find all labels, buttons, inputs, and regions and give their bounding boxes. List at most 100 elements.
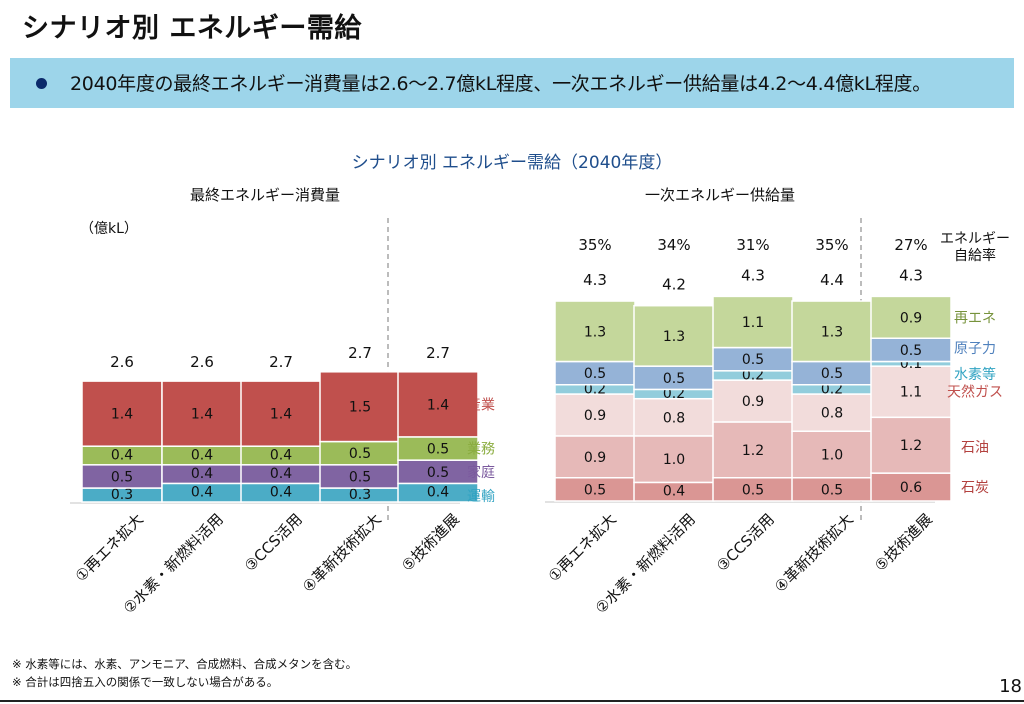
bar-segment-産業 (319, 371, 401, 443)
bar-value-label: 0.9 (742, 394, 764, 410)
bar-segment-産業 (81, 380, 163, 447)
category-label: ④革新技術拡大 (771, 510, 857, 596)
legend-label-運輸: 運輸 (467, 489, 495, 505)
bar-value-label: 0.5 (663, 371, 685, 387)
summary-banner: 2040年度の最終エネルギー消費量は2.6～2.7億kL程度、一次エネルギー供給… (10, 58, 1014, 108)
bar-value-label: 0.3 (349, 487, 371, 503)
category-label: ①再エネ拡大 (545, 510, 620, 585)
bar-segment-天然ガス (870, 365, 952, 419)
self-sufficiency-label: 35% (578, 236, 611, 254)
legend-label-家庭: 家庭 (467, 464, 495, 481)
self-sufficiency-heading: エネルギー (940, 231, 1010, 247)
bar-value-label: 0.4 (270, 485, 292, 501)
bar-value-label: 1.2 (742, 443, 764, 459)
page-number: 18 (999, 676, 1022, 697)
bar-value-label: 0.5 (821, 482, 843, 498)
bar-value-label: 1.2 (900, 438, 922, 454)
bar-value-label: 1.4 (191, 407, 213, 423)
self-sufficiency-label: 35% (815, 236, 848, 254)
bar-segment-産業 (397, 371, 479, 438)
bar-value-label: 1.1 (742, 315, 764, 331)
bar-value-label: 1.3 (821, 324, 843, 340)
bar-value-label: 1.0 (821, 448, 843, 464)
bar-value-label: 0.3 (111, 487, 133, 503)
self-sufficiency-label: 27% (894, 236, 927, 254)
bar-value-label: 1.4 (111, 407, 133, 423)
page-title: シナリオ別 エネルギー需給 (22, 13, 362, 44)
bar-total-label: 4.3 (741, 266, 765, 284)
bar-value-label: 0.5 (427, 442, 449, 458)
bar-value-label: 0.9 (584, 408, 606, 424)
bar-segment-再エネ (870, 295, 952, 339)
bar-value-label: 1.3 (584, 324, 606, 340)
bar-value-label: 1.5 (349, 400, 371, 416)
bar-value-label: 0.5 (427, 465, 449, 481)
bar-value-label: 0.5 (742, 482, 764, 498)
bar-value-label: 0.8 (663, 410, 685, 426)
bar-value-label: 0.5 (584, 482, 606, 498)
bar-segment-再エネ (633, 304, 715, 367)
bar-value-label: 0.5 (742, 352, 764, 368)
bottom-rule (0, 700, 1024, 702)
bar-total-label: 2.6 (110, 353, 134, 371)
bar-segment-産業 (161, 380, 243, 447)
bar-value-label: 1.4 (427, 397, 449, 413)
bar-total-label: 2.6 (190, 353, 214, 371)
category-label: ④革新技術拡大 (299, 510, 385, 596)
self-sufficiency-label: 34% (657, 236, 690, 254)
legend-label-水素等: 水素等 (954, 366, 996, 383)
legend-label-原子力: 原子力 (954, 341, 996, 357)
bar-value-label: 0.8 (821, 406, 843, 422)
final-consumption-subtitle: 最終エネルギー消費量 (190, 186, 341, 204)
primary-supply-subtitle: 一次エネルギー供給量 (645, 186, 796, 204)
bar-total-label: 4.3 (899, 266, 923, 284)
bar-total-label: 2.7 (348, 344, 372, 362)
bar-segment-天然ガス (633, 397, 715, 437)
category-label: ⑤技術進展 (871, 510, 936, 575)
self-sufficiency-heading: 自給率 (954, 247, 996, 264)
legend-label-石炭: 石炭 (961, 480, 989, 496)
legend-label-石油: 石油 (961, 440, 989, 456)
bar-value-label: 0.4 (663, 484, 685, 500)
bar-value-label: 1.3 (663, 329, 685, 345)
bar-segment-石油 (712, 421, 794, 479)
bar-value-label: 0.4 (111, 448, 133, 464)
bar-value-label: 0.9 (900, 310, 922, 326)
bullet-icon (36, 78, 47, 89)
footnote-1: ※ 水素等には、水素、アンモニア、合成燃料、合成メタンを含む。 (12, 657, 358, 671)
bar-value-label: 0.5 (900, 343, 922, 359)
bar-segment-天然ガス (712, 379, 794, 423)
category-label: ③CCS活用 (241, 510, 306, 575)
bar-total-label: 4.2 (662, 276, 686, 294)
bar-value-label: 0.9 (584, 450, 606, 466)
bar-segment-石油 (633, 435, 715, 484)
bar-value-label: 0.4 (191, 448, 213, 464)
bar-value-label: 0.4 (191, 485, 213, 501)
bar-segment-再エネ (712, 295, 794, 349)
bar-value-label: 0.6 (900, 480, 922, 496)
chart-title-text: シナリオ別 エネルギー需給（2040年度） (351, 153, 673, 173)
legend-label-産業: 産業 (467, 397, 495, 413)
bar-value-label: 0.5 (584, 366, 606, 382)
bar-total-label: 2.7 (269, 353, 293, 371)
bar-total-label: 4.4 (820, 271, 844, 289)
bar-segment-石油 (791, 430, 873, 479)
legend-label-業務: 業務 (467, 442, 495, 458)
bar-value-label: 1.1 (900, 385, 922, 401)
legend-label-天然ガス: 天然ガス (947, 384, 1003, 401)
bar-value-label: 0.4 (191, 466, 213, 482)
self-sufficiency-label: 31% (736, 236, 769, 254)
category-label: ①再エネ拡大 (72, 510, 147, 585)
category-label: ③CCS活用 (713, 510, 778, 575)
bar-value-label: 1.0 (663, 452, 685, 468)
bar-value-label: 0.5 (821, 366, 843, 382)
bar-value-label: 0.4 (270, 466, 292, 482)
bar-value-label: 0.5 (111, 469, 133, 485)
bar-value-label: 0.5 (349, 469, 371, 485)
chart-title: シナリオ別 エネルギー需給（2040年度） (0, 148, 1024, 173)
bar-value-label: 0.4 (270, 448, 292, 464)
footnote-2: ※ 合計は四捨五入の関係で一致しない場合がある。 (12, 675, 279, 689)
bar-total-label: 2.7 (426, 344, 450, 362)
legend-label-再エネ: 再エネ (954, 310, 996, 326)
